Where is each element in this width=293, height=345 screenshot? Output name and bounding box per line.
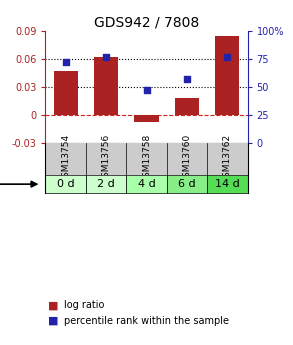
Bar xyxy=(94,57,118,115)
Bar xyxy=(134,115,159,122)
Text: GSM13762: GSM13762 xyxy=(223,134,232,184)
Bar xyxy=(126,175,167,193)
Text: time: time xyxy=(0,179,37,189)
Bar xyxy=(167,175,207,193)
Text: ■: ■ xyxy=(48,300,59,310)
Title: GDS942 / 7808: GDS942 / 7808 xyxy=(94,16,199,30)
Point xyxy=(185,76,189,82)
Bar xyxy=(175,98,199,115)
Text: GSM13758: GSM13758 xyxy=(142,134,151,184)
Text: GSM13760: GSM13760 xyxy=(183,134,191,184)
Bar xyxy=(86,175,126,193)
Bar xyxy=(215,36,239,115)
Bar xyxy=(45,175,86,193)
Point xyxy=(225,54,230,59)
Text: GSM13756: GSM13756 xyxy=(102,134,110,184)
Text: 4 d: 4 d xyxy=(138,179,155,189)
Point xyxy=(144,87,149,93)
Text: GSM13754: GSM13754 xyxy=(61,134,70,184)
Point xyxy=(104,54,108,59)
Text: log ratio: log ratio xyxy=(64,300,105,310)
Text: percentile rank within the sample: percentile rank within the sample xyxy=(64,316,229,326)
Text: 14 d: 14 d xyxy=(215,179,240,189)
Bar xyxy=(54,71,78,115)
Text: 0 d: 0 d xyxy=(57,179,74,189)
Text: 2 d: 2 d xyxy=(97,179,115,189)
Point xyxy=(63,59,68,65)
Bar xyxy=(207,175,248,193)
Text: ■: ■ xyxy=(48,316,59,326)
Text: 6 d: 6 d xyxy=(178,179,196,189)
